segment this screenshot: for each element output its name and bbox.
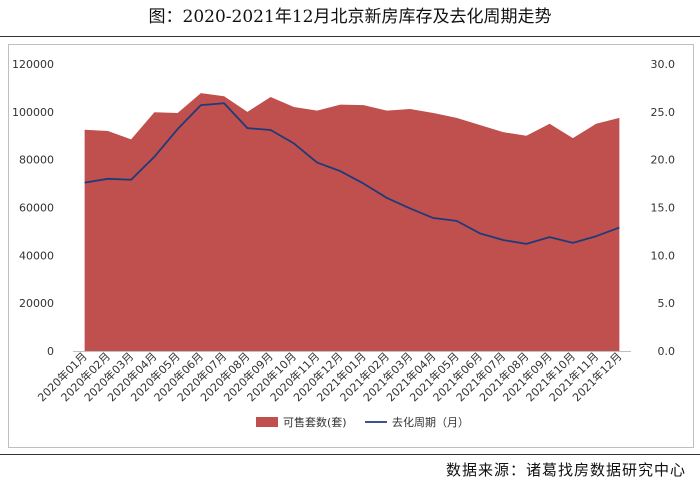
- left-tick-label: 100000: [12, 106, 54, 119]
- figure-title: 图：2020-2021年12月北京新房库存及去化周期走势: [148, 7, 552, 27]
- source-note: 数据来源：诸葛找房数据研究中心: [445, 461, 686, 479]
- right-tick-label: 20.0: [651, 154, 676, 167]
- right-tick-label: 5.0: [658, 297, 676, 310]
- left-tick-label: 0: [47, 345, 54, 358]
- right-tick-label: 25.0: [651, 106, 676, 119]
- area-series-inventory: [84, 93, 620, 351]
- right-tick-label: 30.0: [651, 58, 676, 71]
- right-tick-label: 10.0: [651, 249, 676, 262]
- title-rule: [0, 36, 700, 37]
- left-tick-label: 40000: [19, 249, 54, 262]
- chart-svg: 0 20000 40000 60000 80000 100000 120000 0.0 5.0 1…: [12, 58, 676, 429]
- right-tick-label: 15.0: [651, 202, 676, 215]
- legend-label-inventory: 可售套数(套): [283, 415, 347, 429]
- left-tick-label: 20000: [19, 297, 54, 310]
- chart-frame: 0 20000 40000 60000 80000 100000 120000 0.0 5.0 1…: [8, 44, 694, 448]
- right-tick-label: 0.0: [658, 345, 676, 358]
- left-tick-label: 80000: [19, 154, 54, 167]
- left-tick-label: 60000: [19, 202, 54, 215]
- left-tick-label: 120000: [12, 58, 54, 71]
- legend-label-absorption-period: 去化周期（月）: [392, 415, 469, 429]
- legend-swatch-inventory: [256, 417, 278, 427]
- source-rule: [0, 454, 700, 455]
- line-series-absorption-period: [84, 102, 620, 245]
